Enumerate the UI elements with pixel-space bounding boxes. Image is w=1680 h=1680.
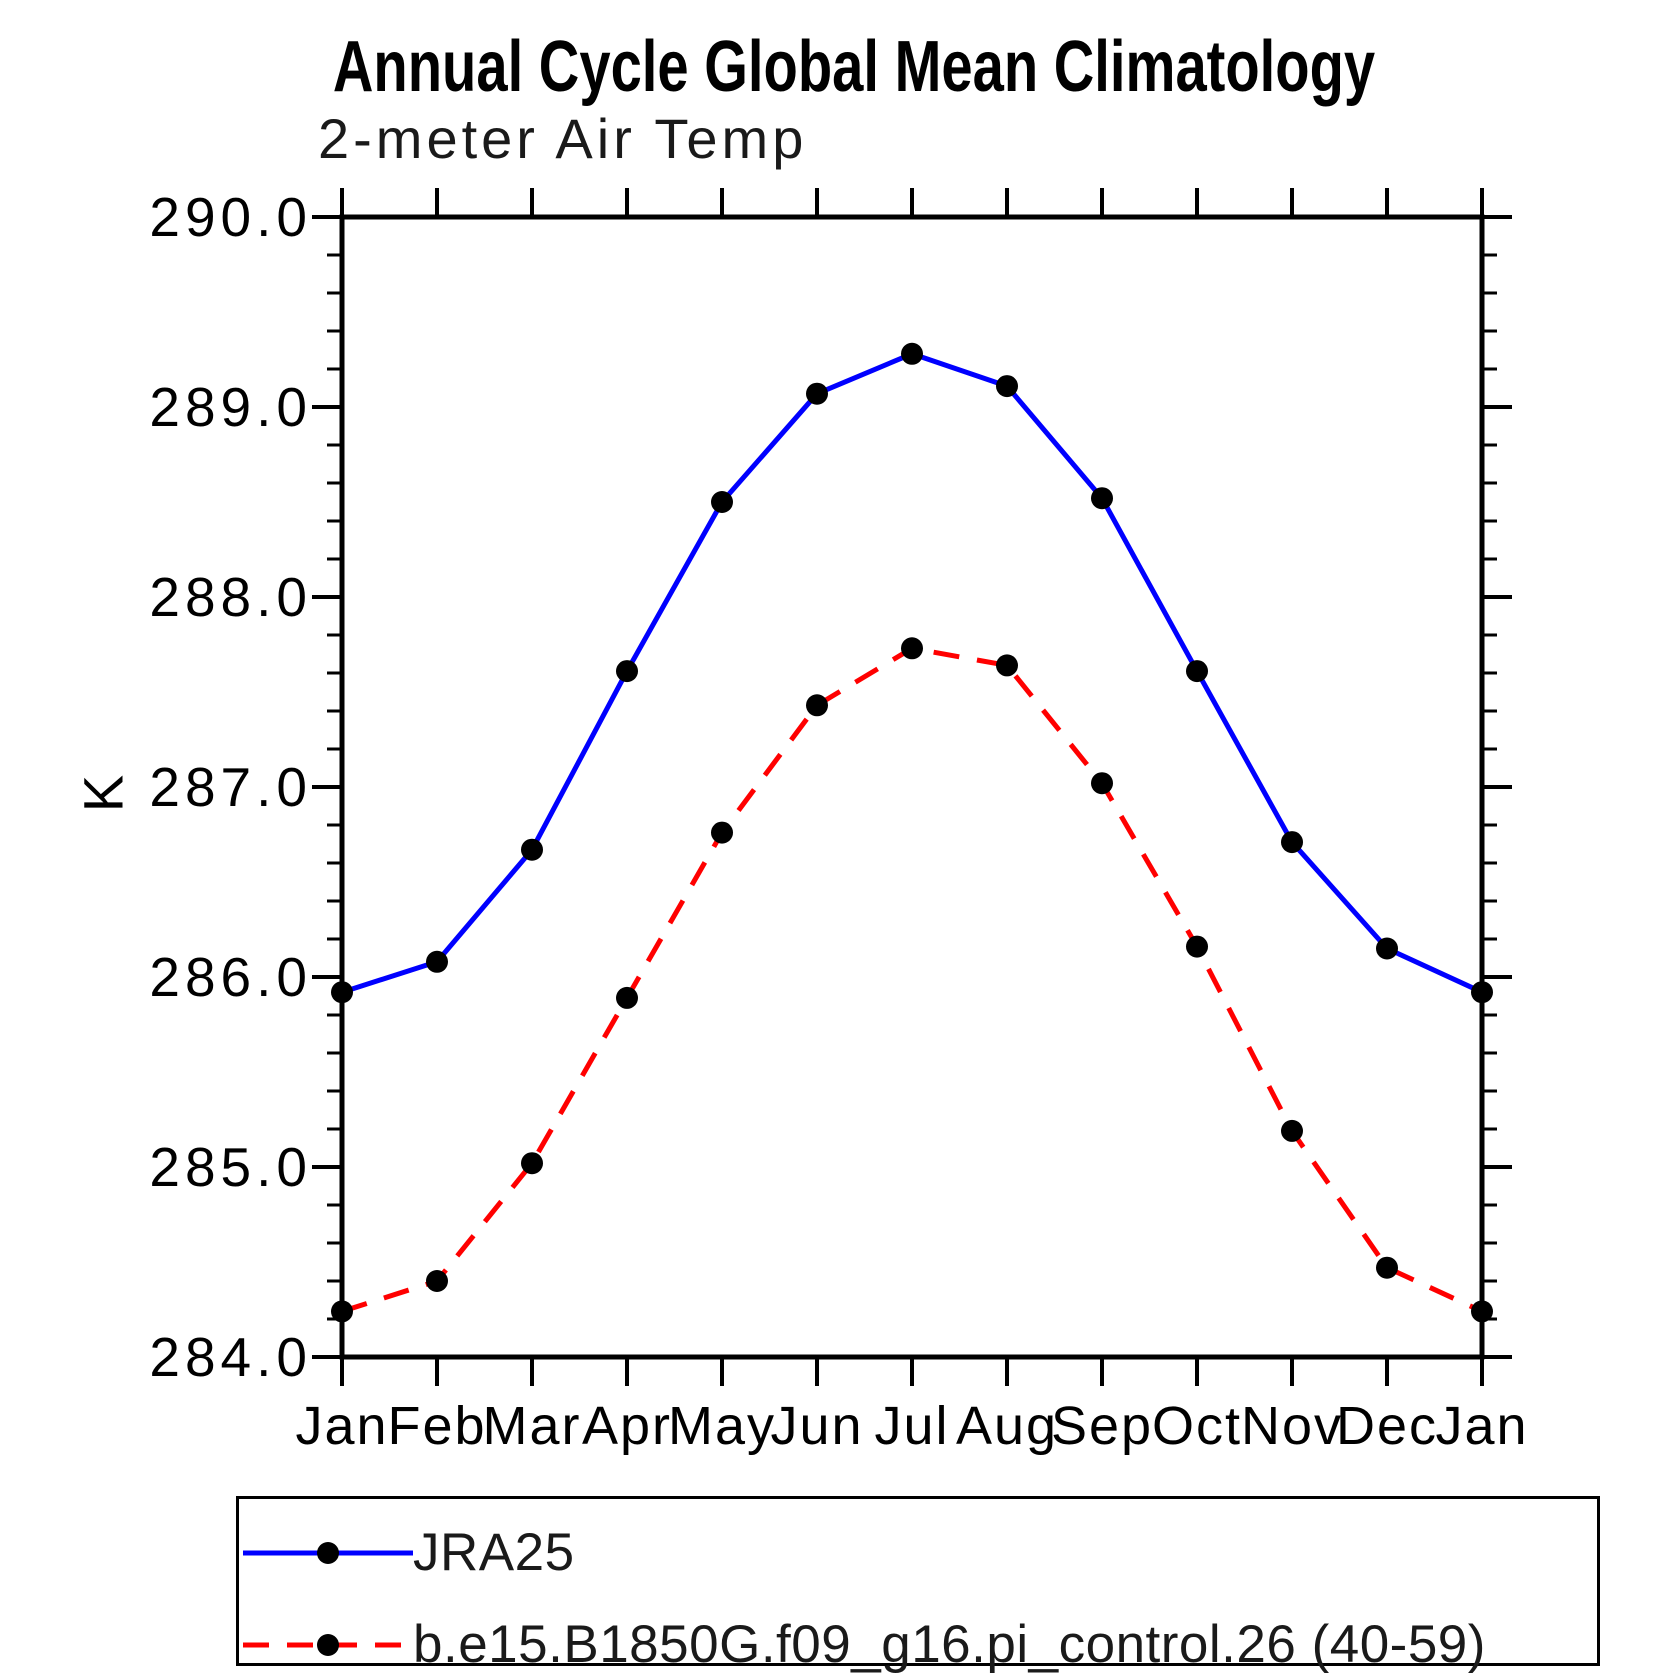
y-tick-label: 289.0 [149,376,312,438]
series-line-0 [341,351,1484,995]
data-point-marker [1186,660,1208,683]
data-point-marker [1471,981,1493,1004]
x-tick-label: Dec [1336,1396,1438,1456]
y-tick-label: 284.0 [149,1326,312,1388]
legend-label-jra25: JRA25 [413,1523,575,1582]
legend-marker-icon [317,1542,339,1564]
x-tick-label: Jan [295,1396,388,1456]
x-tick-label: Jul [874,1396,949,1456]
x-tick-label: Oct [1152,1396,1242,1456]
legend-label-model: b.e15.B1850G.f09_g16.pi_control.26 (40-5… [413,1615,1486,1674]
data-point-marker [1376,1256,1398,1279]
data-point-marker [1091,487,1113,510]
data-point-marker [521,838,543,861]
data-point-marker [426,1270,448,1292]
x-tick-label: Jun [770,1396,863,1456]
data-point-marker [996,654,1018,677]
x-tick-label: Jan [1435,1396,1528,1456]
x-tick-label: Feb [387,1396,486,1456]
data-point-marker [331,1300,353,1323]
data-point-marker [901,342,923,365]
x-tick-label: Nov [1241,1396,1343,1456]
x-tick-label: Mar [483,1396,582,1456]
data-point-marker [1281,1119,1303,1142]
legend-marker-icon [317,1634,339,1656]
y-tick-label: 288.0 [149,566,312,628]
data-point-marker [806,382,828,405]
data-point-marker [1281,831,1303,854]
x-tick-label: Sep [1051,1396,1153,1456]
data-point-marker [1471,1300,1493,1323]
data-point-marker [1091,772,1113,795]
data-point-marker [806,694,828,717]
legend-key-jra25 [243,1542,413,1564]
x-tick-label: Aug [956,1396,1058,1456]
data-point-marker [616,660,638,683]
data-point-marker [901,637,923,660]
series-line-1 [341,645,1484,1314]
page-title: Annual Cycle Global Mean Climatology [332,27,1376,107]
legend: JRA25 b.e15.B1850G.f09_g16.pi_control.26… [236,1496,1600,1673]
legend-key-model [243,1634,413,1656]
data-point-marker [996,375,1018,398]
data-point-marker [711,821,733,844]
x-tick-label: May [668,1396,776,1456]
y-tick-label: 287.0 [149,756,312,818]
y-tick-label: 286.0 [149,946,312,1008]
data-point-marker [1186,935,1208,958]
data-point-marker [616,986,638,1009]
data-point-marker [711,491,733,513]
chart-subtitle: 2-meter Air Temp [318,107,808,170]
data-point-marker [331,981,353,1004]
y-tick-label: 285.0 [149,1136,312,1198]
data-point-marker [426,950,448,973]
x-tick-label: Apr [582,1396,672,1456]
data-point-marker [1376,937,1398,960]
y-tick-label: 290.0 [149,186,312,248]
data-point-marker [521,1152,543,1175]
